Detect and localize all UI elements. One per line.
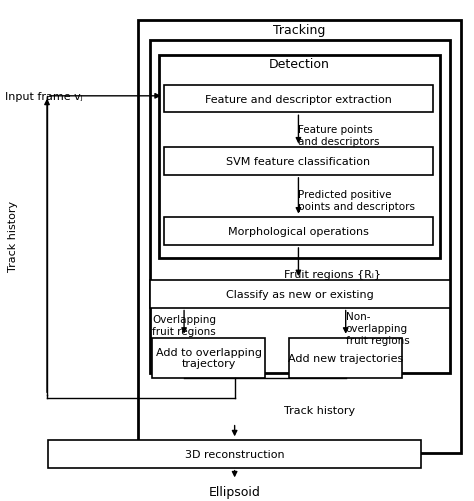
Text: Fruit regions {Rᵢ}: Fruit regions {Rᵢ} [284, 269, 381, 279]
Text: Input frame vⱼ: Input frame vⱼ [5, 92, 83, 102]
Text: Tracking: Tracking [273, 24, 326, 37]
FancyBboxPatch shape [164, 86, 433, 113]
FancyBboxPatch shape [48, 440, 421, 468]
Text: 3D reconstruction: 3D reconstruction [185, 449, 284, 459]
Text: SVM feature classification: SVM feature classification [227, 157, 371, 167]
Text: Track history: Track history [284, 405, 356, 415]
Text: Ellipsoid: Ellipsoid [209, 485, 261, 498]
FancyBboxPatch shape [159, 56, 440, 258]
Text: Morphological operations: Morphological operations [228, 227, 369, 237]
FancyBboxPatch shape [150, 281, 450, 308]
FancyBboxPatch shape [289, 338, 402, 378]
FancyBboxPatch shape [150, 41, 450, 373]
Text: Track history: Track history [8, 200, 18, 271]
FancyBboxPatch shape [152, 338, 265, 378]
FancyBboxPatch shape [138, 21, 462, 453]
FancyBboxPatch shape [164, 148, 433, 175]
Text: Detection: Detection [269, 58, 330, 71]
Text: Non-
overlapping
fruit regions: Non- overlapping fruit regions [346, 312, 410, 345]
Text: Classify as new or existing: Classify as new or existing [226, 289, 374, 299]
Text: Predicted positive
points and descriptors: Predicted positive points and descriptor… [299, 190, 415, 211]
Text: Add to overlapping
trajectory: Add to overlapping trajectory [155, 347, 262, 369]
Text: Feature and descriptor extraction: Feature and descriptor extraction [205, 94, 392, 104]
Text: Feature points
and descriptors: Feature points and descriptors [299, 125, 380, 146]
Text: Add new trajectories: Add new trajectories [288, 353, 403, 363]
FancyBboxPatch shape [164, 218, 433, 245]
Text: Overlapping
fruit regions: Overlapping fruit regions [152, 315, 216, 336]
